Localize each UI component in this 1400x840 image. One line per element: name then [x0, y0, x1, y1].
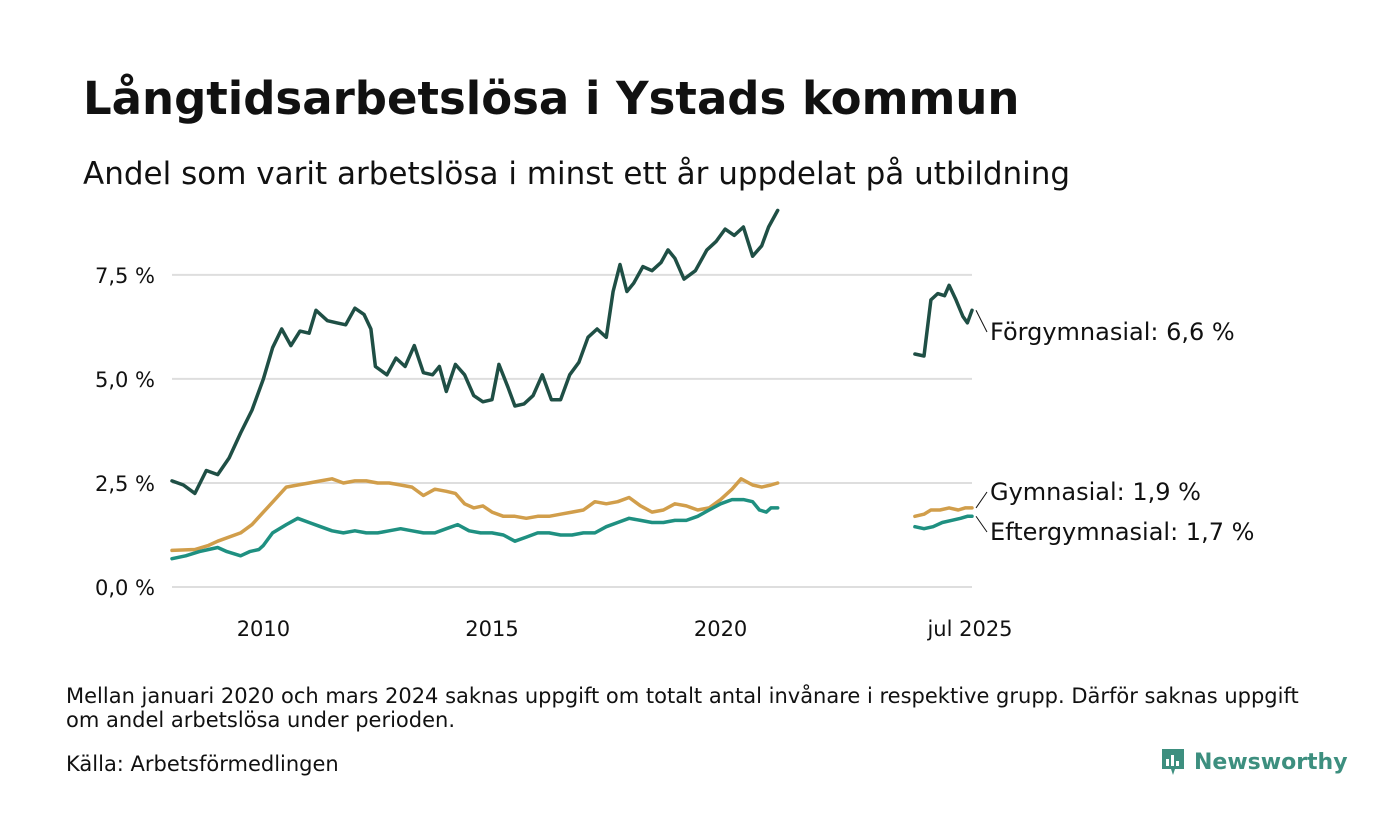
series-end-labels: Förgymnasial: 6,6 % Gymnasial: 1,9 % Efter… — [975, 310, 1254, 546]
brand[interactable]: Newsworthy — [1160, 747, 1348, 777]
y-tick-label: 5,0 % — [95, 368, 155, 392]
series-line-eftergymnasial — [913, 514, 974, 531]
gridlines — [172, 273, 972, 588]
series-end-label: Förgymnasial: 6,6 % — [990, 318, 1235, 346]
y-tick-label: 2,5 % — [95, 472, 155, 496]
label-leader-line — [975, 491, 988, 509]
series-line-förgymnasial — [170, 208, 780, 496]
x-tick-label: 2010 — [237, 617, 290, 641]
label-leader-line — [975, 515, 988, 533]
brand-name: Newsworthy — [1194, 749, 1348, 775]
footnote: Mellan januari 2020 och mars 2024 saknas… — [66, 684, 1299, 732]
x-tick-label: 2020 — [694, 617, 747, 641]
y-axis-ticks: 0,0 % 2,5 % 5,0 % 7,5 % — [95, 264, 155, 600]
label-leader-line — [975, 310, 988, 333]
series-end-label: Eftergymnasial: 1,7 % — [990, 518, 1254, 546]
series-lines — [170, 208, 974, 561]
x-axis-ticks: 2010 2015 2020 jul 2025 — [237, 617, 1013, 641]
line-chart: 0,0 % 2,5 % 5,0 % 7,5 % 2010 2015 2020 jul 202… — [95, 208, 1254, 641]
newsworthy-logo-icon — [1162, 749, 1184, 775]
series-end-label: Gymnasial: 1,9 % — [990, 478, 1201, 506]
y-tick-label: 7,5 % — [95, 264, 155, 288]
series-line-gymnasial — [170, 477, 780, 553]
chart-title: Långtidsarbetslösa i Ystads kommun — [83, 72, 1020, 125]
x-tick-label: 2015 — [465, 617, 518, 641]
series-line-gymnasial — [913, 506, 974, 519]
source-text: Källa: Arbetsförmedlingen — [66, 752, 339, 776]
series-line-förgymnasial — [913, 283, 974, 358]
x-tick-label: jul 2025 — [926, 617, 1012, 641]
series-line-eftergymnasial — [170, 497, 780, 561]
y-tick-label: 0,0 % — [95, 576, 155, 600]
chart-subtitle: Andel som varit arbetslösa i minst ett å… — [83, 156, 1071, 192]
